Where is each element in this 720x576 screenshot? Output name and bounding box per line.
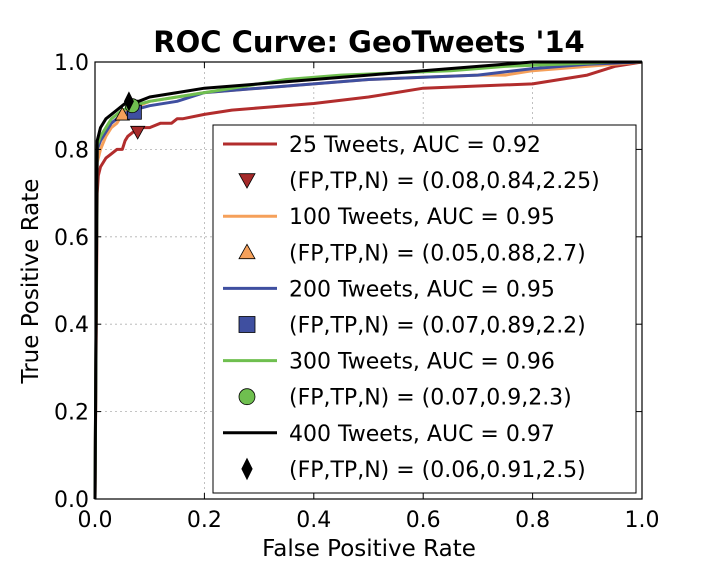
- series-line-3: [93, 60, 643, 500]
- legend-marker-4: [238, 388, 256, 406]
- operating-point-5: [123, 91, 134, 112]
- points-layer: [114, 91, 146, 140]
- series-line-4: [93, 60, 642, 500]
- x-tick-label: 0.8: [515, 508, 550, 533]
- legend-marker-2: [238, 243, 256, 260]
- x-tick-label: 1.0: [625, 508, 660, 533]
- legend-label-series-2: 100 Tweets, AUC = 0.95: [289, 205, 555, 230]
- y-tick-label: 1.0: [54, 51, 89, 76]
- x-axis-label: False Positive Rate: [262, 536, 476, 562]
- legend-label-series-1: 25 Tweets, AUC = 0.92: [289, 133, 541, 158]
- y-tick-label: 0.8: [54, 138, 89, 163]
- axis-ticks: 0.0 0.2 0.4 0.6 0.8 1.0 0.0 0.2 0.4 0.6 0.8 1.0: [54, 51, 660, 533]
- legend-label-point-5: (FP,TP,N) = (0.06,0.91,2.5): [289, 458, 586, 483]
- x-tick-label: 0.0: [78, 508, 113, 533]
- operating-point-2: [114, 106, 131, 121]
- series-layer: [93, 60, 643, 500]
- series-line-1: [93, 60, 643, 500]
- y-tick-label: 0.4: [54, 313, 89, 338]
- legend-label-point-1: (FP,TP,N) = (0.08,0.84,2.25): [289, 169, 600, 194]
- legend-label-point-4: (FP,TP,N) = (0.07,0.9,2.3): [289, 386, 572, 411]
- legend-label-series-3: 200 Tweets, AUC = 0.95: [289, 277, 555, 302]
- x-tick-label: 0.6: [406, 508, 441, 533]
- legend-marker-1: [238, 173, 256, 189]
- y-tick-label: 0.6: [54, 226, 89, 251]
- x-tick-label: 0.2: [187, 508, 222, 533]
- y-axis-label: True Positive Rate: [18, 179, 44, 385]
- y-tick-label: 0.2: [54, 401, 89, 426]
- x-tick-label: 0.4: [296, 508, 331, 533]
- legend: 25 Tweets, AUC = 0.92 (FP,TP,N) = (0.08,0…: [212, 124, 637, 494]
- legend-marker-3: [238, 316, 256, 333]
- operating-point-1: [129, 125, 146, 140]
- legend-label-point-3: (FP,TP,N) = (0.07,0.89,2.2): [289, 314, 586, 339]
- legend-label-point-2: (FP,TP,N) = (0.05,0.88,2.7): [289, 241, 586, 266]
- legend-label-series-4: 300 Tweets, AUC = 0.96: [289, 350, 555, 375]
- series-line-5: [93, 60, 642, 500]
- legend-box: [212, 124, 637, 494]
- y-tick-label: 0.0: [54, 488, 89, 513]
- plot-frame: [94, 61, 643, 500]
- legend-label-series-5: 400 Tweets, AUC = 0.97: [289, 422, 555, 447]
- chart-title: ROC Curve: GeoTweets '14: [153, 25, 584, 59]
- legend-marker-5: [241, 457, 253, 481]
